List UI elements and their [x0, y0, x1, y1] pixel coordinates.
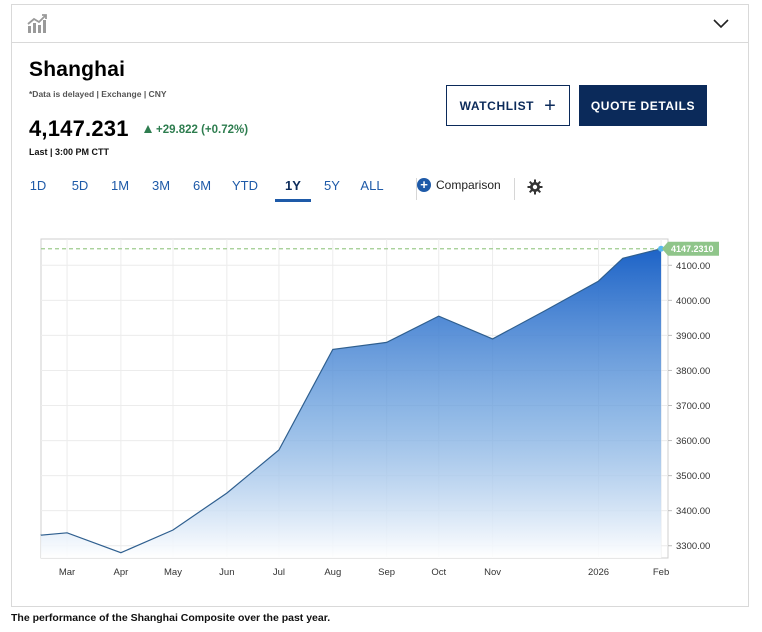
x-tick-label: Mar: [59, 567, 75, 578]
last-time: Last | 3:00 PM CTT: [29, 147, 110, 157]
x-tick-label: May: [164, 567, 182, 578]
last-price: 4,147.231: [29, 116, 129, 141]
tab-range-5y[interactable]: 5Y: [324, 178, 340, 193]
x-tick-label: Sep: [378, 567, 395, 578]
quote-details-label: QUOTE DETAILS: [590, 98, 696, 113]
y-tick-label: 3800.00: [676, 366, 710, 377]
quote-details-button[interactable]: QUOTE DETAILS: [579, 85, 707, 126]
x-tick-label: Feb: [653, 567, 669, 578]
tab-range-5d[interactable]: 5D: [71, 178, 89, 193]
x-tick-label: Oct: [431, 567, 446, 578]
price-change: +29.822 (+0.72%): [144, 124, 248, 136]
quote-card: [11, 4, 749, 607]
x-tick-label: Aug: [324, 567, 341, 578]
tab-range-1y[interactable]: 1Y: [275, 176, 311, 202]
watchlist-label: WATCHLIST: [459, 98, 535, 113]
plus-icon: +: [544, 94, 557, 117]
last-point-marker: [658, 245, 665, 252]
comparison-label: Comparison: [436, 178, 501, 192]
x-tick-label: Apr: [113, 567, 128, 578]
tab-range-1d[interactable]: 1D: [29, 178, 47, 193]
chart-caption: The performance of the Shanghai Composit…: [11, 612, 331, 624]
card-header: [12, 5, 748, 43]
y-tick-label: 4100.00: [676, 261, 710, 272]
x-tick-label: Nov: [484, 567, 501, 578]
y-tick-label: 4000.00: [676, 296, 710, 307]
watchlist-button[interactable]: WATCHLIST +: [446, 85, 570, 126]
chart-line-icon[interactable]: [26, 13, 48, 35]
tab-range-6m[interactable]: 6M: [193, 178, 212, 193]
add-circle-icon: +: [417, 178, 431, 192]
comparison-button[interactable]: + Comparison: [417, 178, 501, 192]
y-tick-label: 3500.00: [676, 471, 710, 482]
last-price-tag-label: 4147.2310: [671, 244, 714, 254]
divider: [416, 178, 417, 200]
up-triangle-icon: [144, 125, 152, 133]
price-change-value: +29.822 (+0.72%): [156, 124, 249, 136]
x-tick-label: Jul: [273, 567, 285, 578]
chevron-down-icon[interactable]: [712, 15, 730, 33]
divider: [514, 178, 515, 200]
y-tick-label: 3700.00: [676, 401, 710, 412]
x-tick-label: 2026: [588, 567, 609, 578]
tab-range-all[interactable]: ALL: [360, 178, 384, 193]
delay-note: *Data is delayed | Exchange | CNY: [29, 89, 167, 99]
y-tick-label: 3600.00: [676, 436, 710, 447]
page-title: Shanghai: [29, 58, 126, 81]
tab-range-3m[interactable]: 3M: [152, 178, 171, 193]
y-tick-label: 3300.00: [676, 541, 710, 552]
last-price-tag: [662, 241, 719, 256]
y-tick-label: 3900.00: [676, 331, 710, 342]
tab-range-1m[interactable]: 1M: [111, 178, 130, 193]
tab-range-ytd[interactable]: YTD: [232, 178, 258, 193]
series-line: [40, 248, 662, 554]
y-tick-label: 3400.00: [676, 506, 710, 517]
x-tick-label: Jun: [219, 567, 234, 578]
series-area: [41, 248, 662, 558]
gear-icon[interactable]: [527, 179, 543, 195]
